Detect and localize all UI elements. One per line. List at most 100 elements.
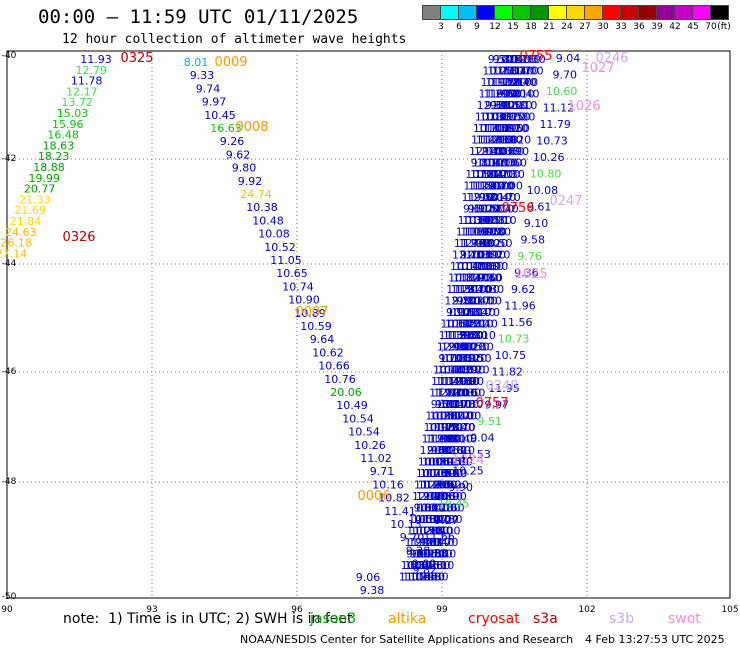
swh-value: 9.09 (412, 558, 437, 571)
swh-value: 10.30 (488, 145, 520, 158)
swh-value: 10.89 (294, 307, 326, 320)
swh-value: 11.50 (460, 352, 492, 365)
lon-tick-label: 102 (578, 605, 595, 615)
swh-value: 9.90 (437, 479, 462, 492)
pass-time-label: 0246 (595, 51, 628, 66)
swh-value: 12.40 (505, 76, 537, 89)
swh-value: 10.60 (426, 456, 458, 469)
swh-value: 10.60 (454, 387, 486, 400)
swh-value: 9.60 (427, 444, 452, 457)
lat-tick-label: -40 (2, 51, 17, 61)
swh-value: 9.97 (485, 399, 510, 412)
swh-value: 10.60 (546, 85, 578, 98)
swh-value: 10.40 (423, 536, 455, 549)
swh-value: 10.50 (429, 410, 461, 423)
swh-value: 9.26 (220, 135, 245, 148)
swh-value: 9.97 (202, 96, 227, 109)
swh-value: 11.20 (412, 559, 444, 572)
swh-value: 12.00 (481, 134, 513, 147)
swh-value: 9.80 (232, 162, 257, 175)
swh-value: 9.50 (437, 433, 462, 446)
swh-value: 10.20 (491, 99, 523, 112)
swh-value: 12.00 (450, 410, 482, 423)
swh-value: 11.80 (429, 387, 461, 400)
credit-text: NOAA/NESDIS Center for Satellite Applica… (240, 633, 574, 646)
swh-value: 11.00 (509, 53, 541, 66)
swh-value: 11.70 (418, 479, 450, 492)
swh-value: 10.40 (455, 260, 487, 273)
swh-value: 9.28 (406, 544, 431, 557)
swh-value: 9.60 (433, 479, 458, 492)
swh-value: 11.12 (543, 102, 575, 115)
pass-time-label: 0755 (519, 49, 552, 64)
swh-value: 9.33 (190, 69, 215, 82)
swh-value: 9.80 (419, 536, 444, 549)
swh-value: 10.50 (487, 65, 519, 78)
swh-value: 11.40 (479, 168, 511, 181)
swh-value: 11.90 (432, 467, 464, 480)
swh-value: 10.90 (480, 76, 512, 89)
swh-value: 11.60 (479, 88, 511, 101)
swh-value: 10.40 (477, 157, 509, 170)
pass-time-label: 0009 (214, 55, 247, 70)
swh-value: 11.80 (451, 283, 483, 296)
swh-value: 10.90 (474, 249, 506, 262)
swh-value: 10.90 (435, 490, 467, 503)
swh-value: 11.70 (454, 237, 486, 250)
swh-value: 12.00 (466, 272, 498, 285)
swh-value: 9.70 (514, 76, 539, 89)
swh-value: 11.40 (464, 306, 496, 319)
swh-value: 9.50 (452, 295, 477, 308)
swh-value: 10.10 (494, 53, 526, 66)
swh-value: 9.80 (435, 398, 460, 411)
swh-value: 12.30 (477, 99, 509, 112)
swh-value: 11.40 (487, 203, 519, 216)
swh-value: 11.80 (495, 76, 527, 89)
swh-value: 9.62 (511, 283, 536, 296)
swh-value: 10.16 (372, 478, 404, 491)
swh-value: 9.70 (445, 387, 470, 400)
swh-value: 10.30 (480, 111, 512, 124)
swh-value: 10.54 (348, 426, 380, 439)
swh-value: 9.50 (488, 53, 513, 66)
swh-value: 11.00 (420, 467, 452, 480)
swh-value: 10.80 (448, 272, 480, 285)
chart-subtitle: 12 hour collection of altimeter wave hei… (62, 32, 407, 47)
swh-value: 12.40 (466, 318, 498, 331)
swh-value: 9.04 (470, 432, 495, 445)
swh-value: 11.40 (471, 134, 503, 147)
swh-value: 11.96 (504, 300, 536, 313)
swh-value: 10.00 (475, 111, 507, 124)
swh-value: 10.60 (431, 490, 463, 503)
swh-value: 12.20 (497, 122, 529, 135)
swh-value: 9.04 (556, 52, 581, 65)
swh-value: 9.50 (431, 398, 456, 411)
swh-value: 11.20 (456, 352, 488, 365)
pass-time-label: 0326 (62, 230, 95, 245)
satellite-legend-cryosat: cryosat (468, 611, 520, 627)
swh-value: 9.50 (474, 191, 499, 204)
swh-value: 11.80 (473, 180, 505, 193)
swh-value: 10.45 (204, 109, 236, 122)
swh-value: 10.80 (530, 168, 562, 181)
swh-value: 11.30 (514, 53, 546, 66)
swh-value: 10.90 (489, 111, 521, 124)
swh-value: 11.30 (424, 467, 456, 480)
swh-value: 12.30 (463, 237, 495, 250)
swh-value: 12.40 (482, 180, 514, 193)
swh-value: 11.00 (448, 398, 480, 411)
swh-value: 11.90 (477, 260, 509, 273)
swh-value: 9.50 (415, 536, 440, 549)
swh-value: 11.20 (427, 421, 459, 434)
swh-value: 11.30 (402, 571, 434, 584)
swh-value: 11.90 (469, 226, 501, 239)
swh-value: 10.50 (408, 513, 440, 526)
swh-value: 10.30 (443, 352, 475, 365)
swh-value: 11.00 (456, 226, 488, 239)
swh-value: 12.10 (440, 421, 472, 434)
swh-value: 12.30 (485, 134, 517, 147)
swh-value: 12.10 (433, 387, 465, 400)
lon-tick-label: 99 (436, 605, 448, 615)
swh-value: 9.51 (477, 415, 502, 428)
swh-value: 12.10 (477, 180, 509, 193)
